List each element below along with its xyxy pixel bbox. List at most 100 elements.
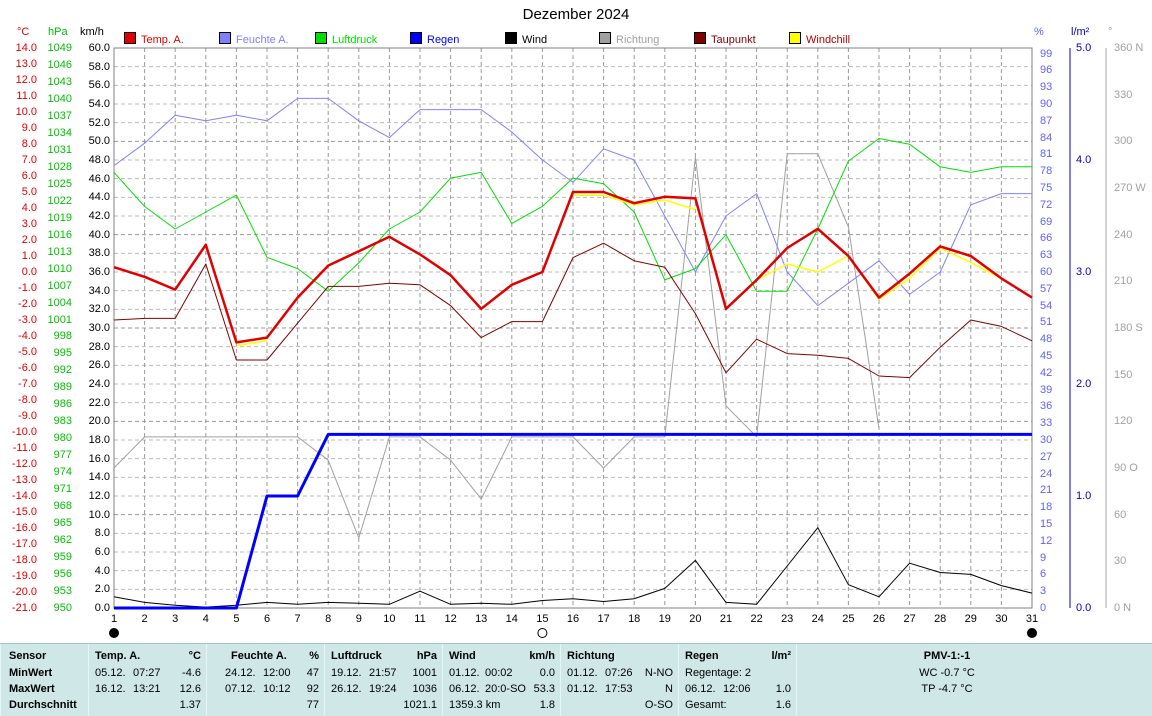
wind-avg-value: 1.8 <box>539 699 555 711</box>
wind-tick-label: 24.0 <box>88 378 110 390</box>
x-tick-label: 13 <box>475 613 488 625</box>
dir-max-value: N <box>665 683 673 695</box>
temp-unit-label: °C <box>17 26 30 38</box>
rain-unit-label: l/m² <box>1071 26 1090 38</box>
hum-tick-label: 12 <box>1040 534 1053 547</box>
press-tick-label: 1040 <box>47 92 72 105</box>
wind-tick-label: 32.0 <box>88 303 110 316</box>
wind-tick-label: 2.0 <box>94 583 110 596</box>
press-tick-label: 1034 <box>47 126 72 139</box>
rain-max-value: 1.0 <box>775 683 791 695</box>
press-tick-label: 974 <box>53 466 72 479</box>
hum-tick-label: 18 <box>1040 501 1053 514</box>
series-line-windchill <box>236 194 1033 347</box>
wind-min-value: 0.0 <box>539 667 555 679</box>
hum-tick-label: 51 <box>1040 316 1053 329</box>
hum-tick-label: 84 <box>1040 131 1053 144</box>
dir-tick-label: 90 O <box>1114 462 1138 474</box>
x-tick-label: 26 <box>872 613 886 625</box>
hum-tick-label: 24 <box>1040 467 1053 480</box>
x-tick-label: 14 <box>505 613 518 625</box>
legend-item-windchill: Windchill <box>789 32 851 46</box>
stats-panel: Sensor MinWert MaxWert Durchschnitt Temp… <box>0 643 1152 716</box>
hum-min-value: 47 <box>306 667 319 679</box>
wind-tick-label: 54.0 <box>88 98 110 110</box>
wind-tick-label: 48.0 <box>88 154 110 166</box>
stats-col-pmv: PMV-1:-1 WC -0.7 °C TP -4.7 °C <box>796 644 1152 716</box>
x-tick-label: 25 <box>842 613 855 625</box>
press-min-date: 19.12. <box>331 667 362 679</box>
x-tick-label: 29 <box>964 613 977 625</box>
press-tick-label: 950 <box>53 602 72 614</box>
press-tick-label: 1049 <box>47 42 72 54</box>
dir-tick-label: 30 <box>1114 555 1127 568</box>
dir-header: Richtung <box>567 650 615 662</box>
temp-tick-label: -6.0 <box>18 362 37 374</box>
hum-max-time: 10:12 <box>263 683 291 695</box>
stats-col-direction: Richtung 01.12. 07:26 N-NO 01.12. 17:53 … <box>560 644 679 716</box>
legend-swatch <box>694 32 706 44</box>
press-tick-label: 1019 <box>47 211 72 224</box>
wind-tick-label: 52.0 <box>88 116 110 129</box>
wind-tick-label: 8.0 <box>94 527 110 540</box>
legend-swatch <box>410 32 422 44</box>
rain-tick-label: 4.0 <box>1076 154 1092 166</box>
legend-swatch <box>219 32 231 44</box>
hum-tick-label: 75 <box>1040 182 1053 194</box>
press-tick-label: 1010 <box>47 262 72 275</box>
x-tick-label: 22 <box>750 613 763 625</box>
press-tick-label: 1004 <box>47 296 72 309</box>
temp-tick-label: 14.0 <box>15 42 37 54</box>
rain-header: Regen <box>685 650 719 662</box>
rain-max-date: 06.12. <box>685 683 716 695</box>
temp-tick-label: -15.0 <box>11 506 37 518</box>
dir-min-date: 01.12. <box>567 667 598 679</box>
dir-min-value: N-NO <box>644 667 673 679</box>
press-tick-label: 971 <box>53 483 72 496</box>
press-tick-label: 983 <box>53 415 72 428</box>
dir-min-time: 07:26 <box>605 667 633 679</box>
legend-item-richtung: Richtung <box>599 32 660 46</box>
wind-tick-label: 40.0 <box>88 228 110 241</box>
pmv-windchill: WC -0.7 °C <box>919 667 975 679</box>
direction-unit-label: ° <box>1108 26 1113 38</box>
hum-tick-label: 42 <box>1040 366 1053 379</box>
temp-max-value: 12.6 <box>179 683 201 695</box>
press-tick-label: 1016 <box>47 228 72 241</box>
series-line-feuchte-a <box>113 97 1032 307</box>
legend-swatch <box>599 32 611 44</box>
wind-max-value: 53.3 <box>533 683 555 695</box>
plot-frame <box>113 47 1033 609</box>
hum-unit: % <box>309 650 319 662</box>
hum-tick-label: 27 <box>1040 450 1053 463</box>
temp-tick-label: 13.0 <box>15 58 37 70</box>
x-tick-label: 31 <box>1025 613 1039 625</box>
legend-label: Richtung <box>616 34 660 46</box>
wind-tick-label: 30.0 <box>88 322 110 334</box>
hum-tick-label: 45 <box>1040 350 1053 362</box>
temp-header: Temp. A. <box>95 650 141 662</box>
rain-total-value: 1.6 <box>775 699 791 711</box>
legend-label: Windchill <box>806 34 851 46</box>
press-tick-label: 1043 <box>47 75 72 88</box>
rain-tick-label: 1.0 <box>1076 490 1092 502</box>
legend-label: Wind <box>522 34 548 46</box>
temp-min-time: 07:27 <box>133 667 161 679</box>
x-tick-label: 15 <box>536 613 549 625</box>
pmv-dewpoint: TP -4.7 °C <box>921 683 973 695</box>
temp-tick-label: -20.0 <box>11 586 37 598</box>
press-min-time: 21:57 <box>369 667 397 679</box>
wind-max-time: 20:0-SO <box>485 683 526 695</box>
hum-tick-label: 96 <box>1040 64 1053 77</box>
temp-max-time: 13:21 <box>133 683 161 695</box>
rain-tick-label: 5.0 <box>1076 42 1092 54</box>
stats-col-pressure: Luftdruck hPa 19.12. 21:57 1001 26.12. 1… <box>324 644 443 716</box>
hum-tick-label: 48 <box>1040 333 1053 346</box>
stats-col-sensor: Sensor MinWert MaxWert Durchschnitt <box>0 644 89 716</box>
dir-tick-label: 180 S <box>1114 322 1143 334</box>
temp-tick-label: -11.0 <box>12 442 37 454</box>
row-label-sensor: Sensor <box>9 650 47 662</box>
legend-label: Temp. A. <box>141 34 184 46</box>
hum-tick-label: 93 <box>1040 81 1053 94</box>
legend-swatch <box>124 32 136 44</box>
